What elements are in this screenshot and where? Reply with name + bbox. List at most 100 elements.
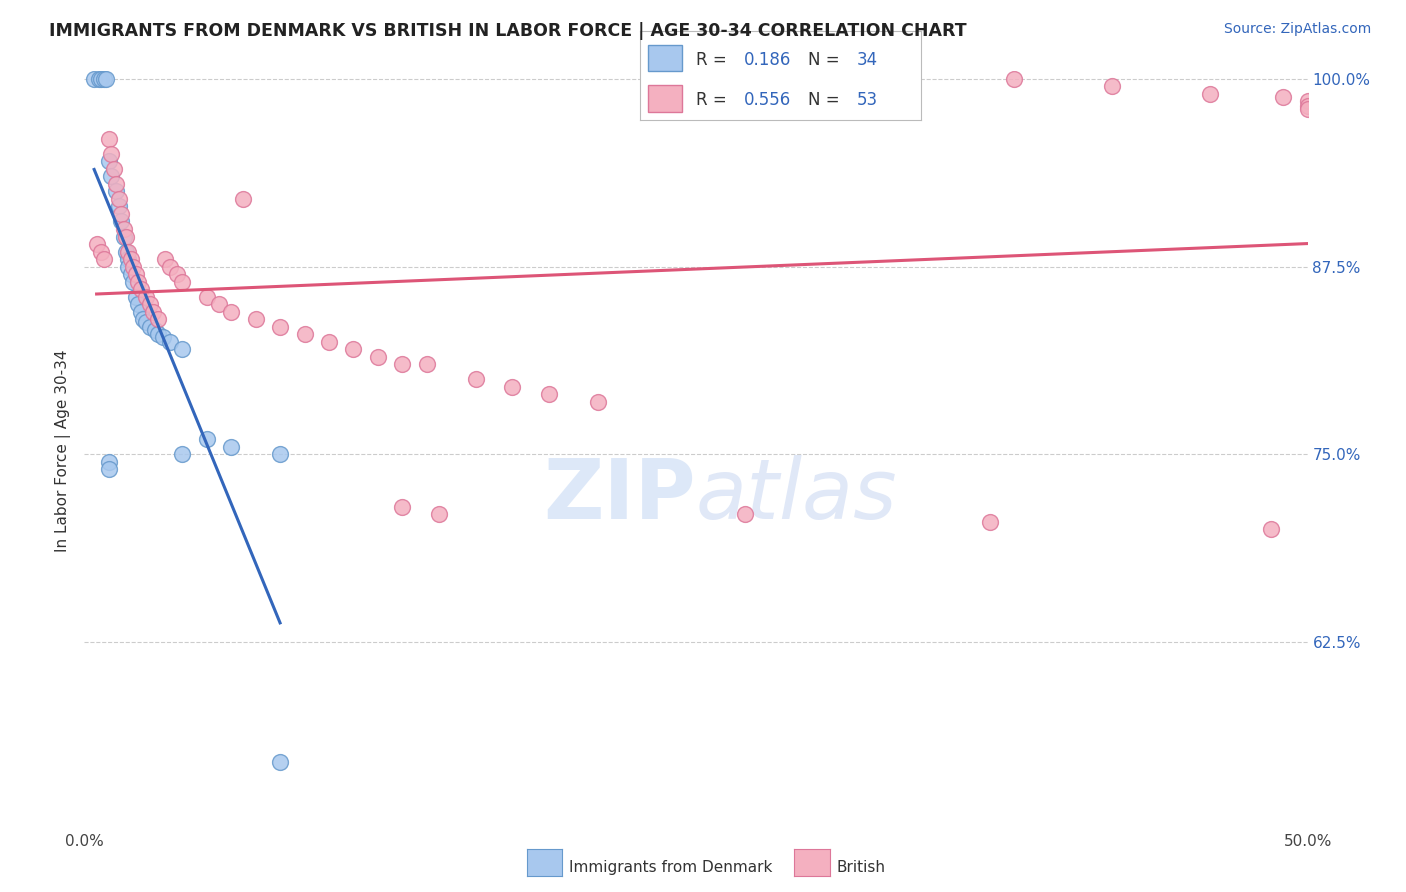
Point — [112, 229, 135, 244]
Point — [269, 447, 291, 461]
Point — [245, 312, 267, 326]
Point — [105, 177, 128, 191]
Point — [464, 372, 486, 386]
Point — [135, 289, 157, 303]
Point — [586, 394, 609, 409]
Point — [219, 440, 242, 454]
Text: R =: R = — [696, 51, 733, 69]
Point — [166, 267, 188, 281]
Point — [93, 252, 115, 266]
Point — [159, 260, 181, 274]
Point — [538, 387, 561, 401]
Point — [100, 169, 122, 184]
Point — [1101, 79, 1123, 94]
Point — [232, 192, 254, 206]
Point — [107, 199, 129, 213]
Point — [97, 154, 120, 169]
Point — [979, 515, 1001, 529]
Text: Immigrants from Denmark: Immigrants from Denmark — [569, 860, 773, 874]
Point — [143, 323, 166, 337]
Point — [117, 260, 139, 274]
Point — [86, 237, 108, 252]
Point — [153, 252, 176, 266]
Point — [734, 508, 756, 522]
Point — [103, 161, 125, 176]
Point — [427, 508, 450, 522]
Point — [208, 297, 231, 311]
Y-axis label: In Labor Force | Age 30-34: In Labor Force | Age 30-34 — [55, 349, 72, 552]
Point — [269, 319, 291, 334]
Point — [122, 260, 145, 274]
Text: R =: R = — [696, 91, 733, 109]
Point — [1272, 90, 1295, 104]
Point — [115, 229, 138, 244]
Point — [107, 192, 129, 206]
Point — [127, 275, 149, 289]
Point — [172, 447, 194, 461]
Point — [117, 252, 139, 266]
Point — [97, 132, 120, 146]
Text: N =: N = — [808, 51, 845, 69]
Point — [90, 244, 112, 259]
Point — [1296, 95, 1319, 109]
Point — [110, 207, 132, 221]
Point — [129, 282, 152, 296]
Point — [139, 297, 162, 311]
Text: 53: 53 — [856, 91, 877, 109]
Text: atlas: atlas — [696, 456, 897, 536]
Point — [195, 432, 218, 446]
Text: ZIP: ZIP — [544, 456, 696, 536]
Point — [112, 222, 135, 236]
Text: IMMIGRANTS FROM DENMARK VS BRITISH IN LABOR FORCE | AGE 30-34 CORRELATION CHART: IMMIGRANTS FROM DENMARK VS BRITISH IN LA… — [49, 22, 967, 40]
Point — [117, 244, 139, 259]
Point — [502, 379, 524, 393]
Point — [129, 304, 152, 318]
Point — [115, 244, 138, 259]
Point — [1296, 99, 1319, 113]
Text: Source: ZipAtlas.com: Source: ZipAtlas.com — [1223, 22, 1371, 37]
Point — [1296, 102, 1319, 116]
Point — [127, 297, 149, 311]
Point — [90, 71, 112, 86]
Point — [146, 327, 169, 342]
Point — [87, 71, 110, 86]
Text: British: British — [837, 860, 886, 874]
Point — [139, 319, 162, 334]
Point — [172, 275, 194, 289]
Point — [159, 334, 181, 349]
Point — [367, 350, 389, 364]
Point — [96, 71, 118, 86]
Point — [172, 342, 194, 356]
Point — [110, 214, 132, 228]
Point — [391, 357, 413, 371]
Point — [125, 289, 148, 303]
Point — [1002, 71, 1025, 86]
Point — [342, 342, 364, 356]
Point — [269, 755, 291, 769]
Point — [132, 312, 155, 326]
Text: 0.556: 0.556 — [744, 91, 792, 109]
Point — [391, 500, 413, 514]
Point — [195, 289, 218, 303]
Point — [122, 275, 145, 289]
Point — [219, 304, 242, 318]
Point — [105, 185, 128, 199]
Point — [100, 147, 122, 161]
Point — [142, 304, 165, 318]
Point — [120, 267, 142, 281]
Point — [152, 330, 174, 344]
Text: 34: 34 — [856, 51, 877, 69]
Point — [93, 71, 115, 86]
Point — [125, 267, 148, 281]
Point — [83, 71, 105, 86]
Text: N =: N = — [808, 91, 845, 109]
Point — [146, 312, 169, 326]
Point — [318, 334, 340, 349]
Text: 0.186: 0.186 — [744, 51, 792, 69]
Point — [120, 252, 142, 266]
Bar — [648, 85, 682, 112]
Point — [1260, 522, 1282, 536]
Point — [97, 455, 120, 469]
Point — [135, 315, 157, 329]
Point — [97, 462, 120, 476]
